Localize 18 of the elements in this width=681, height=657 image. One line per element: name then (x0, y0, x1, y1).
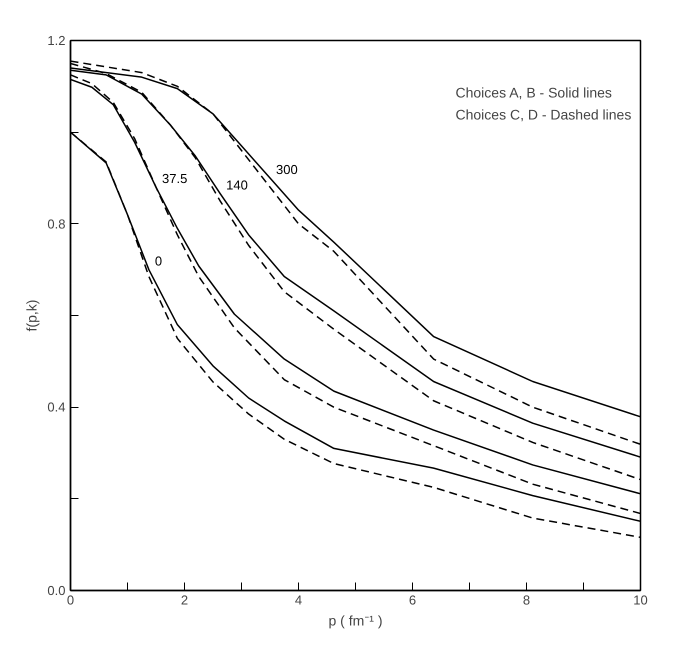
series-label: 37.5 (162, 171, 188, 186)
annotation: Choices C, D - Dashed lines (456, 106, 632, 122)
x-axis-title: p ( fm⁻¹ ) (328, 612, 383, 628)
y-tick-label: 0.8 (47, 216, 66, 232)
series-label: 140 (226, 178, 248, 193)
y-tick-label: 0.0 (47, 583, 66, 598)
y-tick-label: 1.2 (47, 33, 66, 48)
annotation: Choices A, B - Solid lines (456, 84, 612, 100)
x-tick-label: 8 (522, 592, 530, 608)
y-tick-label: 0.4 (47, 400, 66, 415)
series-label: 300 (276, 162, 298, 177)
series-label: 0 (154, 254, 162, 269)
x-tick-label: 4 (294, 592, 302, 608)
x-tick-label: 0 (66, 592, 74, 608)
x-tick-label: 2 (180, 592, 188, 608)
x-tick-label: 10 (633, 592, 648, 608)
x-tick-label: 6 (408, 592, 416, 608)
y-axis-title: f(p,k) (23, 300, 40, 332)
